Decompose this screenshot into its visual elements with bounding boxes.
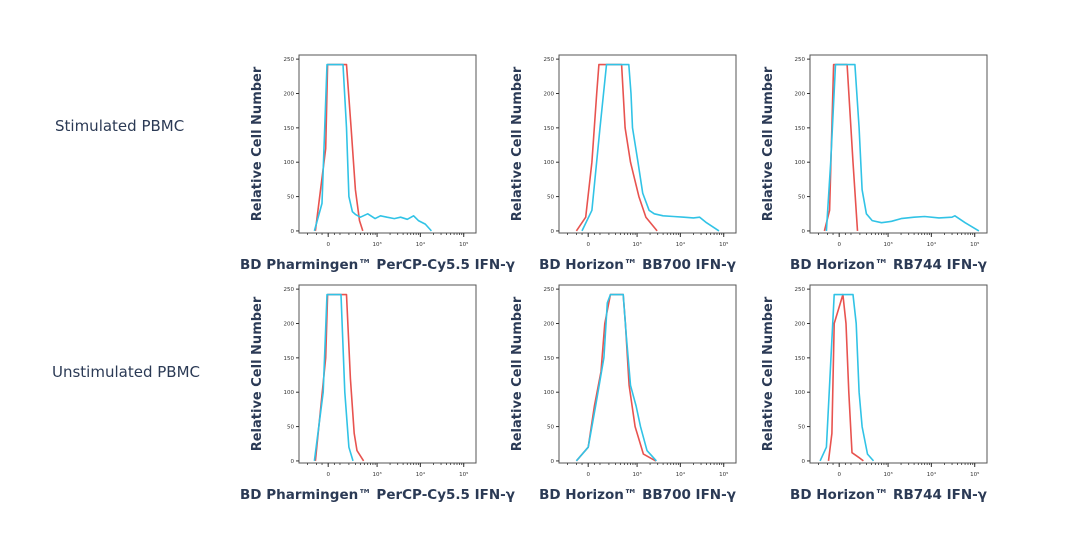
x-tick-label: 10³ — [883, 241, 892, 248]
y-tick-label: 250 — [544, 287, 555, 293]
y-tick-label: 200 — [284, 91, 295, 97]
x-tick-label: 0 — [586, 472, 590, 478]
row-label-unstimulated: Unstimulated PBMC — [52, 363, 200, 381]
x-axis-label: BD Horizon™ RB744 IFN-γ — [790, 487, 987, 503]
y-tick-label: 250 — [284, 57, 295, 63]
y-tick-label: 0 — [551, 459, 555, 465]
x-tick-label: 10³ — [372, 471, 381, 478]
x-tick-label: 10⁴ — [416, 471, 426, 478]
y-tick-label: 200 — [284, 321, 295, 327]
blue-histogram-line — [575, 293, 657, 462]
red-histogram-line — [314, 293, 365, 462]
y-tick-label: 50 — [547, 425, 554, 431]
x-tick-label: 10⁵ — [459, 471, 468, 478]
y-tick-label: 50 — [287, 425, 294, 431]
x-tick-label: 10⁵ — [459, 241, 468, 248]
y-tick-label: 250 — [795, 287, 806, 293]
y-axis-label: Relative Cell Number — [510, 296, 525, 451]
y-axis-label: Relative Cell Number — [250, 296, 265, 451]
x-tick-label: 0 — [326, 242, 330, 248]
red-histogram-line — [823, 63, 859, 232]
y-tick-label: 150 — [544, 356, 555, 362]
histogram-panel: 0 50 100 150 200 250 0 10³ 10⁴ 10⁵ Relative Cell N… — [250, 284, 477, 478]
x-tick-label: 10⁴ — [416, 241, 426, 248]
red-histogram-line — [314, 63, 364, 232]
y-tick-label: 200 — [795, 321, 806, 327]
y-tick-label: 150 — [544, 126, 555, 132]
y-tick-label: 250 — [795, 57, 806, 63]
y-tick-label: 100 — [544, 160, 555, 166]
x-axis-label: BD Horizon™ BB700 IFN-γ — [539, 487, 736, 503]
x-tick-label: 10⁵ — [970, 471, 979, 478]
y-axis-label: Relative Cell Number — [761, 66, 776, 221]
y-tick-label: 50 — [547, 195, 554, 201]
row-label-stimulated: Stimulated PBMC — [55, 117, 185, 135]
x-tick-label: 10⁴ — [927, 471, 937, 478]
x-tick-label: 10⁵ — [719, 241, 728, 248]
histogram-panel: 0 50 100 150 200 250 0 10³ 10⁴ 10⁵ Relative Cell N… — [510, 54, 737, 248]
blue-histogram-line — [819, 293, 875, 462]
x-tick-label: 10⁴ — [676, 471, 686, 478]
x-tick-label: 10⁵ — [719, 471, 728, 478]
y-tick-label: 150 — [795, 126, 806, 132]
plot-frame — [809, 54, 988, 234]
y-tick-label: 200 — [795, 91, 806, 97]
plot-frame — [298, 54, 477, 234]
x-tick-label: 10³ — [632, 241, 641, 248]
y-tick-label: 150 — [795, 356, 806, 362]
y-tick-label: 150 — [284, 126, 295, 132]
plot-frame — [298, 284, 477, 464]
histogram-panel: 0 50 100 150 200 250 0 10³ 10⁴ 10⁵ Relative Cell N… — [761, 54, 988, 248]
y-axis-label: Relative Cell Number — [510, 66, 525, 221]
x-axis-label: BD Horizon™ RB744 IFN-γ — [790, 257, 987, 273]
y-tick-label: 50 — [287, 195, 294, 201]
y-tick-label: 0 — [291, 459, 295, 465]
x-tick-label: 0 — [586, 242, 590, 248]
x-axis-label: BD Pharmingen™ PerCP-Cy5.5 IFN-γ — [240, 487, 515, 503]
histogram-panel: 0 50 100 150 200 250 0 10³ 10⁴ 10⁵ Relative Cell N… — [761, 284, 988, 478]
plot-frame — [809, 284, 988, 464]
plot-frame — [558, 284, 737, 464]
y-axis-label: Relative Cell Number — [761, 296, 776, 451]
y-tick-label: 50 — [798, 425, 805, 431]
x-tick-label: 0 — [837, 472, 841, 478]
x-tick-label: 0 — [326, 472, 330, 478]
x-tick-label: 10⁵ — [970, 241, 979, 248]
x-tick-label: 10⁴ — [927, 241, 937, 248]
y-tick-label: 0 — [802, 459, 806, 465]
plot-frame — [558, 54, 737, 234]
blue-histogram-line — [313, 293, 354, 462]
blue-histogram-line — [825, 63, 980, 232]
y-tick-label: 0 — [551, 229, 555, 235]
y-tick-label: 200 — [544, 91, 555, 97]
y-tick-label: 150 — [284, 356, 295, 362]
y-tick-label: 100 — [284, 390, 295, 396]
y-axis-label: Relative Cell Number — [250, 66, 265, 221]
histogram-panel: 0 50 100 150 200 250 0 10³ 10⁴ 10⁵ Relative Cell N… — [250, 54, 477, 248]
y-tick-label: 250 — [284, 287, 295, 293]
y-tick-label: 50 — [798, 195, 805, 201]
histogram-panel: 0 50 100 150 200 250 0 10³ 10⁴ 10⁵ Relative Cell N… — [510, 284, 737, 478]
red-histogram-line — [575, 63, 658, 232]
y-tick-label: 100 — [795, 390, 806, 396]
y-tick-label: 100 — [795, 160, 806, 166]
y-tick-label: 100 — [544, 390, 555, 396]
blue-histogram-line — [581, 63, 720, 232]
y-tick-label: 0 — [291, 229, 295, 235]
x-tick-label: 10³ — [372, 241, 381, 248]
x-axis-label: BD Pharmingen™ PerCP-Cy5.5 IFN-γ — [240, 257, 515, 273]
red-histogram-line — [827, 293, 864, 462]
x-tick-label: 10³ — [632, 471, 641, 478]
y-tick-label: 0 — [802, 229, 806, 235]
blue-histogram-line — [313, 63, 432, 232]
y-tick-label: 250 — [544, 57, 555, 63]
x-axis-label: BD Horizon™ BB700 IFN-γ — [539, 257, 736, 273]
y-tick-label: 200 — [544, 321, 555, 327]
x-tick-label: 10³ — [883, 471, 892, 478]
x-tick-label: 10⁴ — [676, 241, 686, 248]
x-tick-label: 0 — [837, 242, 841, 248]
y-tick-label: 100 — [284, 160, 295, 166]
